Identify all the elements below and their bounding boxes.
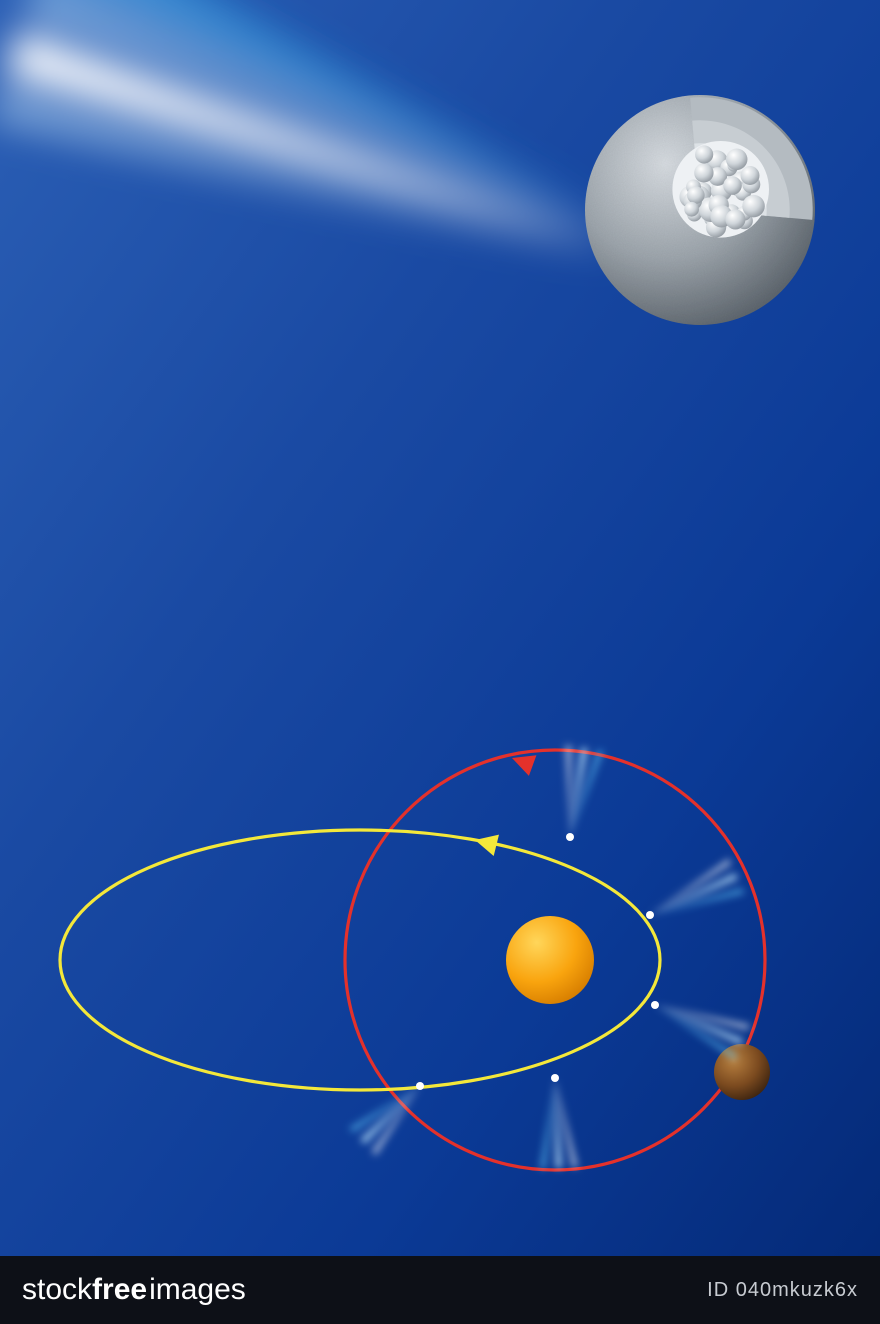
brand-stock-text: stock	[22, 1273, 92, 1307]
planet	[714, 1044, 770, 1100]
watermark-bar: stock free images ID 040mkuzk6x	[0, 1256, 880, 1324]
mini-comet-nucleus	[551, 1074, 559, 1082]
mini-comet-nucleus	[651, 1001, 659, 1009]
mini-comet-nucleus	[566, 833, 574, 841]
sun	[506, 916, 594, 1004]
comet-core	[672, 141, 769, 238]
diagram-svg	[0, 0, 880, 1324]
mini-comet-nucleus	[416, 1082, 424, 1090]
diagram-stage: stock free images ID 040mkuzk6x	[0, 0, 880, 1324]
image-id-label: ID 040mkuzk6x	[707, 1279, 858, 1302]
comet-nucleus	[585, 95, 815, 325]
brand-logo: stock free images	[22, 1273, 246, 1307]
mini-comet-nucleus	[646, 911, 654, 919]
brand-free-text: free	[92, 1273, 147, 1307]
brand-images-text: images	[149, 1273, 246, 1307]
